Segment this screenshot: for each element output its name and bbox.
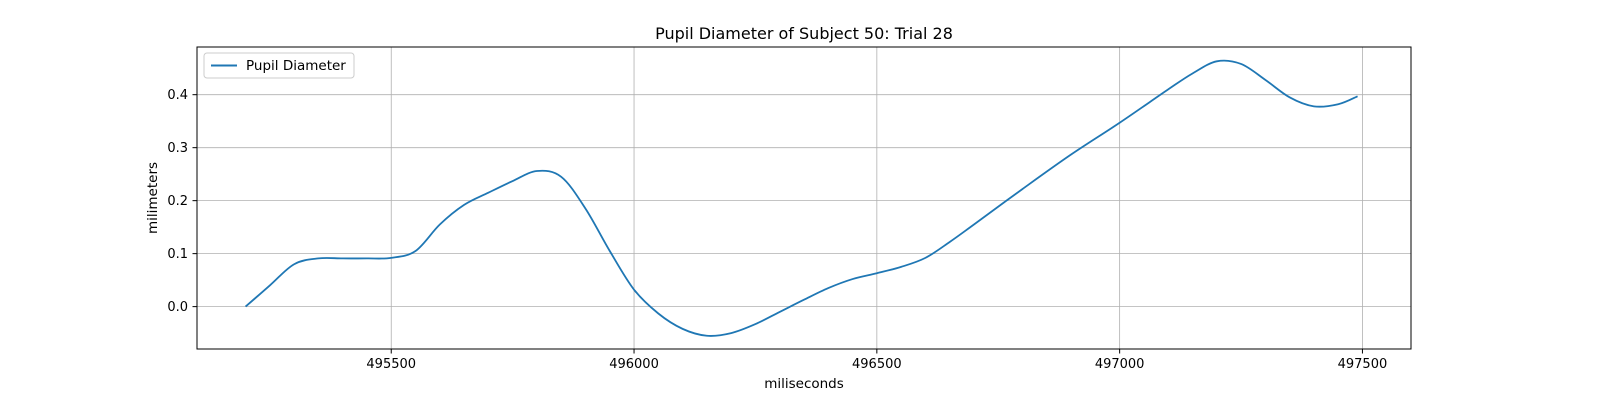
x-axis-label: miliseconds [764, 376, 844, 392]
legend: Pupil Diameter [203, 52, 355, 79]
x-tick-label: 495500 [366, 357, 416, 372]
series-line-pupil-diameter [244, 59, 1358, 337]
axes-frame [196, 46, 1412, 350]
x-tick-label: 497500 [1338, 357, 1388, 372]
x-tick-label: 496500 [852, 357, 902, 372]
y-tick-label: 0.2 [167, 194, 188, 209]
legend-box [203, 52, 355, 79]
grid-lines [197, 47, 1411, 349]
y-tick-label: 0.3 [167, 141, 188, 156]
legend-label-pupil-diameter: Pupil Diameter [246, 58, 346, 74]
y-axis-label: milimeters [145, 162, 161, 234]
y-tick-label: 0.1 [167, 247, 188, 262]
series-layer [244, 59, 1358, 337]
y-axis-ticks: 0.0 0.1 0.2 0.3 0.4 [167, 88, 197, 315]
chart-title: Pupil Diameter of Subject 50: Trial 28 [655, 24, 953, 43]
x-axis-ticks: 495500 496000 496500 497000 497500 [366, 349, 1387, 372]
y-tick-label: 0.0 [167, 300, 188, 315]
x-tick-label: 496000 [609, 357, 659, 372]
y-tick-label: 0.4 [167, 88, 188, 103]
x-tick-label: 497000 [1095, 357, 1145, 372]
